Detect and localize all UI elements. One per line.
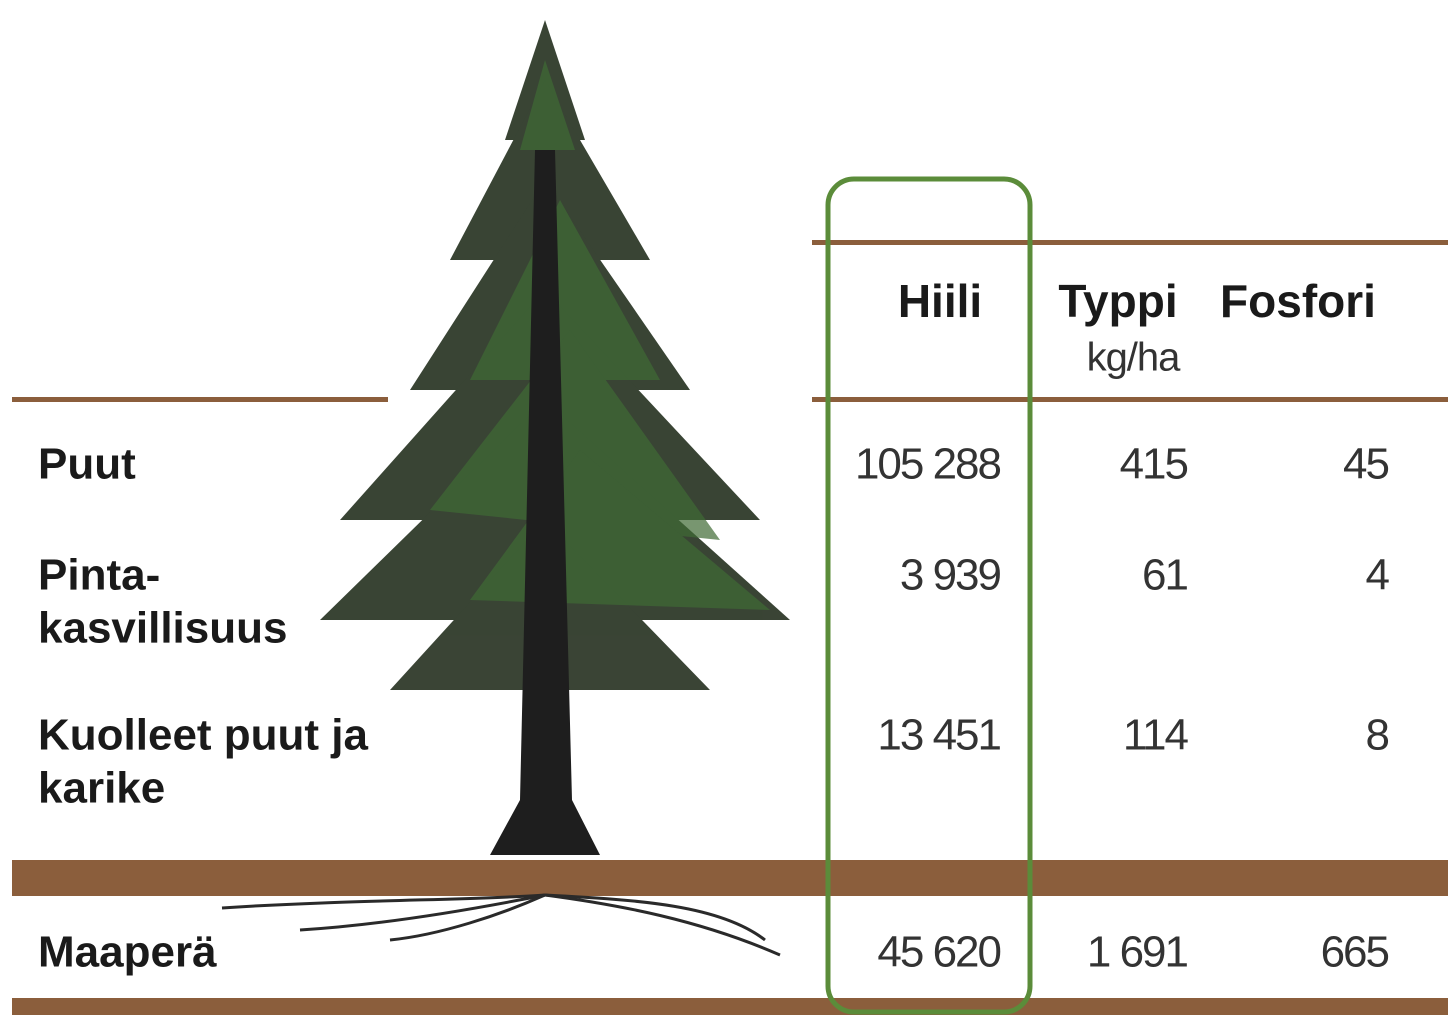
column-header: Typpi (1058, 275, 1177, 327)
row-label: Pinta- (38, 551, 160, 600)
cell-value: 1 691 (1087, 928, 1188, 977)
column-header: Hiili (898, 275, 982, 327)
row-label: Maaperä (38, 928, 217, 977)
header-rule (12, 397, 388, 402)
cell-value: 105 288 (855, 440, 1001, 489)
ground-band (12, 860, 1448, 896)
cell-value: 114 (1123, 711, 1189, 760)
cell-value: 3 939 (900, 551, 1001, 600)
cell-value: 415 (1120, 440, 1188, 489)
row-label: Kuolleet puut ja (38, 711, 369, 760)
row-label: kasvillisuus (38, 604, 287, 653)
cell-value: 45 620 (877, 928, 1000, 977)
bottom-band (12, 998, 1448, 1015)
row-label: karike (38, 764, 165, 813)
cell-value: 45 (1343, 440, 1388, 489)
cell-value: 4 (1366, 551, 1390, 600)
column-header: Fosfori (1220, 275, 1376, 327)
nutrient-table: Hiili Typpi Fosfori kg/ha Puut 105 288 415 45 Pi… (0, 0, 1448, 1015)
spruce-tree (222, 20, 790, 955)
cell-value: 61 (1142, 551, 1187, 600)
cell-value: 665 (1321, 928, 1389, 977)
cell-value: 13 451 (877, 711, 1000, 760)
cell-value: 8 (1366, 711, 1389, 760)
row-label: Puut (38, 440, 136, 489)
unit-label: kg/ha (1087, 336, 1182, 380)
top-rule (812, 240, 1448, 245)
header-rule (812, 397, 1448, 402)
page: {"table": { "columns": ["Hiili", "Typpi"… (0, 0, 1448, 1015)
